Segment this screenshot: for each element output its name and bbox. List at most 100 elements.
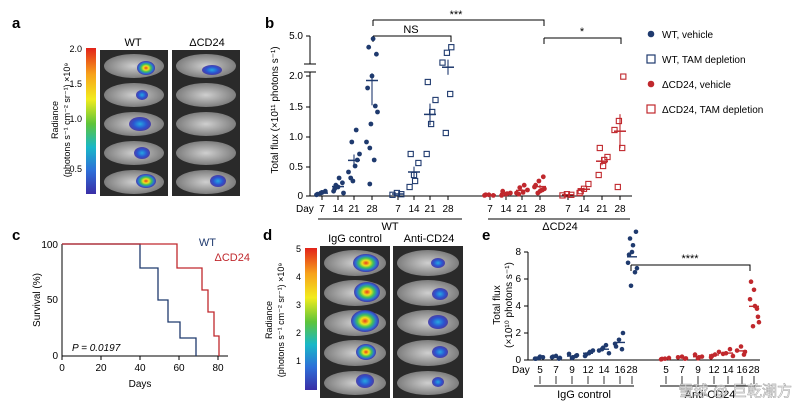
panel-b-point <box>500 188 506 194</box>
panel-b-ytick-label: 1.0 <box>289 132 303 143</box>
panel-e-day-label: Day <box>512 365 530 376</box>
panel-b-xtick-label: 21 <box>596 204 608 215</box>
panel-a-group-wt: WT <box>124 37 141 49</box>
panel-a-mice <box>104 54 236 194</box>
panel-e-xtick-label: 28 <box>748 365 760 376</box>
panel-b-xtick-label: 28 <box>366 204 378 215</box>
panel-e-point <box>633 229 639 235</box>
panel-b-xtick-label: 7 <box>565 204 571 215</box>
panel-b-point <box>353 127 359 133</box>
panel-b-point <box>432 96 439 104</box>
legend-marker-wt-vehicle <box>647 30 655 38</box>
panel-b-point <box>448 44 455 51</box>
panel-b-day-label: Day <box>296 204 314 215</box>
legend-label: WT, TAM depletion <box>662 55 746 66</box>
panel-b-bracket-main <box>372 19 545 26</box>
panel-e-point <box>613 344 619 349</box>
panel-e-point <box>634 265 640 271</box>
panel-d-letter: d <box>263 227 272 244</box>
panel-e-point <box>692 352 698 357</box>
panel-e-point <box>756 319 762 325</box>
panel-b-point <box>407 150 414 158</box>
panel-b-sig-ns: NS <box>403 24 418 36</box>
panel-b-xtick-label: 21 <box>516 204 528 215</box>
panel-c-xtick: 20 <box>95 363 107 374</box>
panel-e-ytick-label: 6 <box>515 274 521 285</box>
panel-e-sig: **** <box>681 253 699 265</box>
panel-b-xlabels: 7 14 21 28 7 14 21 28 7 14 21 28 7 14 21 28 <box>319 204 626 215</box>
panel-b-ytick-label: 0.5 <box>289 162 303 173</box>
panel-b-point <box>585 180 592 188</box>
panel-e-point <box>666 355 672 361</box>
panel-b-point <box>514 190 519 196</box>
panel-e-point <box>627 236 633 241</box>
panel-b-point <box>536 178 542 184</box>
panel-c-xtick: 0 <box>59 363 65 374</box>
panel-b-point <box>415 159 422 167</box>
panel-b-point <box>537 188 543 194</box>
panel-b-xtick-label: 21 <box>348 204 360 215</box>
panel-d-colorbar-label-2: (photons s⁻¹ cm⁻² sr⁻¹) ×10⁹ <box>276 263 286 378</box>
panel-e-point <box>716 349 722 355</box>
panel-b-point <box>614 183 621 191</box>
panel-b-point <box>368 121 374 127</box>
panel-e-point <box>630 242 636 248</box>
panel-e-ylabel-1: Total flux <box>492 285 503 324</box>
panel-a-tick: 1.0 <box>69 114 82 124</box>
panel-b-xtick-label: 14 <box>578 204 590 215</box>
panel-b-point <box>599 162 607 170</box>
panel-e-point <box>727 346 733 352</box>
panel-e-point <box>751 287 757 293</box>
panel-e-xtick-label: 9 <box>569 365 575 376</box>
panel-b-xtick-label: 14 <box>332 204 344 215</box>
panel-b: b Total flux (×10¹¹ photons s⁻¹) 5.0 2.0… <box>265 9 763 233</box>
panel-b-point <box>352 163 358 169</box>
panel-b-point <box>542 186 547 192</box>
panel-b-point <box>372 103 378 109</box>
panel-b-xtick-label: 7 <box>395 204 401 215</box>
panel-a: a Radiance (photons s⁻¹ cm⁻² sr⁻¹) ×10⁹ … <box>12 15 240 196</box>
legend-label: ΔCD24, TAM depletion <box>662 105 763 116</box>
panel-b-point <box>349 139 355 145</box>
panel-b-point <box>357 151 362 157</box>
panel-d-tick: 1 <box>296 356 301 366</box>
panel-c-curve-ko <box>62 243 220 356</box>
panel-b-group-wt: WT <box>381 221 398 233</box>
panel-b-letter: b <box>265 15 274 32</box>
panel-a-colorbar-label-2: (photons s⁻¹ cm⁻² sr⁻¹) ×10⁹ <box>62 63 72 178</box>
panel-b-point <box>442 129 449 137</box>
panel-b-ytick-label: 1.5 <box>289 102 303 113</box>
panel-b-point <box>389 191 396 198</box>
panel-b-bracket-1 <box>543 37 622 44</box>
panel-d-group-anti: Anti-CD24 <box>404 233 455 245</box>
panel-b-point <box>371 157 377 163</box>
panel-c-xlabel: Days <box>129 379 152 390</box>
panel-e-point <box>750 323 756 329</box>
panel-b-point <box>370 36 376 42</box>
panel-b-point <box>406 183 413 191</box>
panel-b-point <box>427 120 435 128</box>
legend-marker-ko-vehicle <box>647 80 655 88</box>
panel-b-point <box>576 189 583 197</box>
panel-b-point <box>367 145 373 151</box>
panel-b-point <box>596 144 603 152</box>
panel-b-group-ko: ΔCD24 <box>542 221 577 233</box>
panel-d-colorbar <box>305 248 317 390</box>
panel-b-xtick-label: 28 <box>614 204 626 215</box>
panel-b-point <box>424 78 431 86</box>
panel-c: c Survival (%) 100 50 0 0 20 40 60 80 Da… <box>12 227 250 390</box>
panel-b-ylabel: Total flux (×10¹¹ photons s⁻¹) <box>270 46 281 173</box>
panel-a-group-ko: ΔCD24 <box>189 37 224 49</box>
panel-e-letter: e <box>482 227 490 244</box>
panel-b-xtick-label: 28 <box>534 204 546 215</box>
panel-b-point <box>366 44 372 50</box>
panel-b-point <box>374 51 379 57</box>
panel-c-xticks <box>61 356 219 360</box>
panel-b-point <box>350 178 356 184</box>
panel-a-tick: 0.5 <box>69 164 82 174</box>
panel-e-point <box>730 353 736 359</box>
panel-c-xtick: 60 <box>173 363 185 374</box>
panel-e-xtick-label: 16 <box>614 365 626 376</box>
panel-e-point <box>738 344 744 349</box>
